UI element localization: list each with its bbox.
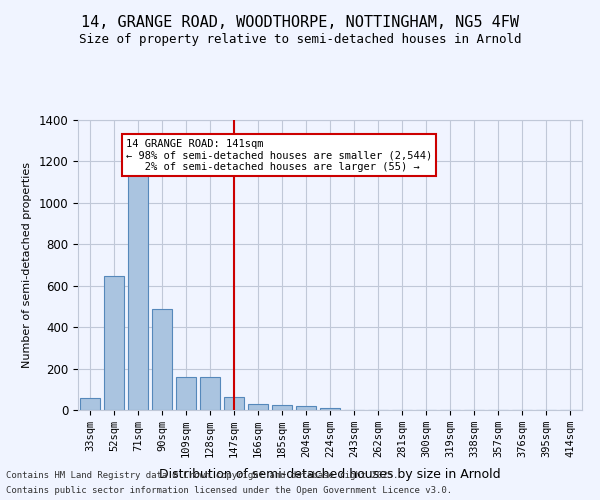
Bar [176, 377, 196, 410]
Bar [296, 406, 316, 410]
X-axis label: Distribution of semi-detached houses by size in Arnold: Distribution of semi-detached houses by … [159, 468, 501, 481]
Text: Size of property relative to semi-detached houses in Arnold: Size of property relative to semi-detach… [79, 32, 521, 46]
Text: Contains public sector information licensed under the Open Government Licence v3: Contains public sector information licen… [6, 486, 452, 495]
Y-axis label: Number of semi-detached properties: Number of semi-detached properties [22, 162, 32, 368]
Text: 14, GRANGE ROAD, WOODTHORPE, NOTTINGHAM, NG5 4FW: 14, GRANGE ROAD, WOODTHORPE, NOTTINGHAM,… [81, 15, 519, 30]
Text: Contains HM Land Registry data © Crown copyright and database right 2025.: Contains HM Land Registry data © Crown c… [6, 471, 398, 480]
Bar [224, 396, 244, 410]
Bar [272, 405, 292, 410]
Text: 14 GRANGE ROAD: 141sqm
← 98% of semi-detached houses are smaller (2,544)
   2% o: 14 GRANGE ROAD: 141sqm ← 98% of semi-det… [126, 138, 432, 172]
Bar [104, 276, 124, 410]
Bar [128, 171, 148, 410]
Bar [80, 398, 100, 410]
Bar [152, 308, 172, 410]
Bar [320, 408, 340, 410]
Bar [248, 404, 268, 410]
Bar [200, 377, 220, 410]
